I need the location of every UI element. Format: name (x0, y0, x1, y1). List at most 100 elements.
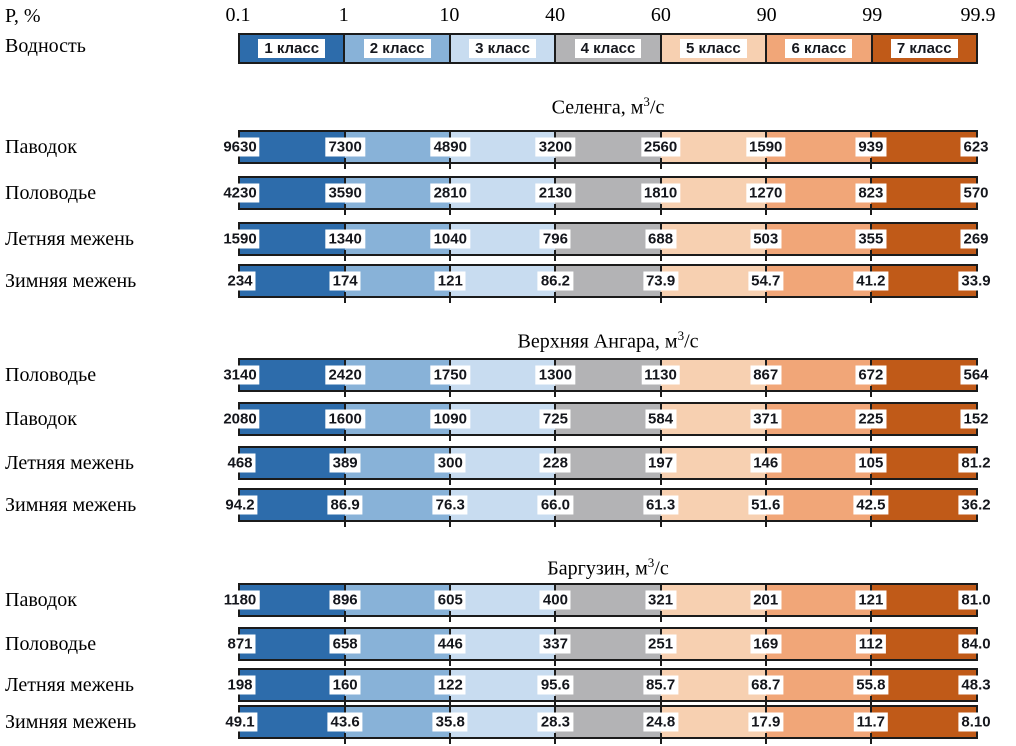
boundary-tick-bottom (554, 204, 557, 215)
bar-value-label: 337 (539, 634, 571, 654)
boundary-tick-bottom (764, 430, 767, 441)
legend-segment-label: 5 класс (680, 39, 747, 58)
p-axis-tick: 40 (545, 4, 566, 26)
boundary-tick-bottom (554, 733, 557, 744)
legend-segment: 6 класс (765, 35, 871, 62)
boundary-tick-bottom (764, 474, 767, 485)
boundary-tick-bottom (869, 696, 872, 707)
bar-segment (660, 224, 766, 254)
bar-value-label: 160 (329, 675, 361, 695)
flow-bar: 198 160 122 95.6 85.7 68.7 55.8 48.3 (224, 668, 994, 707)
boundary-tick-bottom (764, 292, 767, 303)
boundary-tick-bottom (344, 292, 347, 303)
bar-value-label: 1090 (430, 409, 470, 429)
bar-value-label: 1270 (746, 183, 786, 203)
flow-bar: 3140 2420 1750 1300 1130 867 672 564 (220, 358, 992, 397)
boundary-tick-bottom (449, 386, 452, 397)
boundary-tick-bottom (449, 292, 452, 303)
legend-segment: 4 класс (554, 35, 660, 62)
bar-value-label: 86.9 (327, 495, 363, 515)
bar-value-label: 1130 (641, 365, 680, 385)
boundary-tick-bottom (869, 250, 872, 261)
flow-bar: 4230 3590 2810 2130 1810 1270 823 570 (220, 176, 992, 215)
bar-value-label: 68.7 (748, 675, 784, 695)
bar-segment (660, 448, 766, 478)
bar-value-label: 1590 (220, 229, 260, 249)
flow-bar: 234 174 121 86.2 73.9 54.7 41.2 33.9 (224, 264, 994, 303)
p-axis-tick: 60 (650, 4, 671, 26)
boundary-tick-bottom (449, 696, 452, 707)
boundary-tick-bottom (764, 386, 767, 397)
boundary-tick-bottom (659, 430, 662, 441)
bar-value-label: 2080 (220, 409, 260, 429)
boundary-tick-bottom (344, 158, 347, 169)
bar-value-label: 51.6 (748, 495, 784, 515)
bar-value-label: 623 (960, 137, 992, 157)
p-axis-tick: 99 (862, 4, 883, 26)
row-label: Половодье (5, 363, 97, 386)
bar-value-label: 355 (855, 229, 887, 249)
bar-value-label: 43.6 (327, 712, 363, 732)
boundary-tick-bottom (659, 733, 662, 744)
boundary-tick-bottom (659, 292, 662, 303)
water-class-legend: 1 класс 2 класс 3 класс 4 класс 5 класс 6 кла… (238, 33, 978, 64)
bar-segment (555, 224, 661, 254)
bar-segment (555, 629, 661, 659)
flow-bar: 94.2 86.9 76.3 66.0 61.3 51.6 42.5 36.2 (222, 488, 994, 527)
bar-segment (870, 360, 976, 390)
bar-value-label: 321 (645, 590, 677, 610)
bar-value-label: 228 (539, 453, 571, 473)
legend-segment: 2 класс (343, 35, 449, 62)
bar-value-label: 896 (329, 590, 361, 610)
boundary-tick-bottom (659, 386, 662, 397)
bar-segment (450, 629, 556, 659)
boundary-tick-bottom (869, 516, 872, 527)
bar-value-label: 81.2 (958, 453, 994, 473)
boundary-tick-bottom (869, 386, 872, 397)
bar-value-label: 81.0 (958, 590, 994, 610)
bar-value-label: 389 (329, 453, 361, 473)
unit-superscript: 3 (647, 555, 655, 570)
boundary-tick-bottom (869, 292, 872, 303)
bar-segment (555, 404, 661, 434)
bar-segment (345, 266, 451, 296)
boundary-tick-bottom (659, 696, 662, 707)
bar-value-label: 605 (434, 590, 466, 610)
boundary-tick-bottom (764, 158, 767, 169)
bar-value-label: 8.10 (958, 712, 994, 732)
bar-segment (870, 224, 976, 254)
boundary-tick-bottom (764, 250, 767, 261)
legend-segment-label: 7 класс (890, 39, 958, 58)
bar-value-label: 2560 (640, 137, 681, 157)
bar-segment (555, 448, 661, 478)
boundary-tick-bottom (554, 516, 557, 527)
row-label: Зимняя межень (5, 269, 137, 292)
bar-value-label: 198 (224, 675, 256, 695)
bar-value-label: 503 (750, 229, 782, 249)
bar-value-label: 201 (750, 590, 782, 610)
boundary-tick-bottom (869, 158, 872, 169)
p-axis-tick: 90 (756, 4, 777, 26)
boundary-tick-bottom (449, 430, 452, 441)
bar-value-label: 76.3 (432, 495, 468, 515)
bar-value-label: 1180 (220, 590, 260, 610)
boundary-tick-bottom (869, 204, 872, 215)
section-title: Баргузин, м3/с (547, 555, 669, 580)
bar-segment (345, 670, 451, 700)
bar-value-label: 4230 (220, 183, 260, 203)
bar-segment (870, 132, 976, 162)
bar-segment (660, 404, 766, 434)
legend-segment-label: 2 класс (363, 39, 431, 58)
boundary-tick-bottom (659, 204, 662, 215)
boundary-tick-bottom (869, 655, 872, 666)
boundary-tick-bottom (449, 655, 452, 666)
boundary-tick-bottom (554, 696, 557, 707)
legend-title: Водность (5, 35, 86, 57)
row-label: Летняя межень (5, 673, 134, 696)
row-label: Зимняя межень (5, 493, 137, 516)
p-axis-tick: 10 (439, 4, 460, 26)
bar-segment (765, 448, 871, 478)
bar-segment (450, 585, 556, 615)
boundary-tick-bottom (449, 733, 452, 744)
